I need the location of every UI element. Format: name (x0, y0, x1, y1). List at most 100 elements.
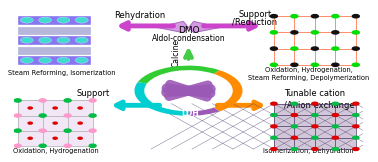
Wedge shape (189, 108, 220, 116)
Ellipse shape (20, 37, 33, 43)
Polygon shape (189, 21, 220, 33)
Circle shape (291, 31, 298, 34)
Circle shape (89, 114, 96, 117)
Circle shape (39, 114, 46, 117)
Text: LDH: LDH (181, 109, 199, 118)
Circle shape (271, 102, 277, 105)
Wedge shape (135, 82, 189, 116)
Circle shape (14, 129, 21, 132)
Circle shape (270, 15, 277, 18)
Circle shape (89, 99, 96, 102)
Text: Aldol-condensation: Aldol-condensation (152, 34, 225, 43)
Circle shape (332, 63, 339, 66)
Circle shape (28, 137, 32, 139)
Circle shape (39, 99, 46, 102)
Text: Support: Support (238, 10, 271, 19)
Circle shape (353, 136, 359, 139)
Circle shape (332, 31, 339, 34)
Circle shape (352, 31, 359, 34)
Circle shape (39, 144, 46, 147)
Circle shape (53, 107, 57, 109)
Text: Steam Reforming, Depolymerization: Steam Reforming, Depolymerization (248, 75, 369, 81)
Circle shape (271, 114, 277, 116)
Bar (18, 47, 91, 55)
Circle shape (64, 129, 71, 132)
Circle shape (53, 137, 57, 139)
Circle shape (312, 125, 318, 128)
Circle shape (271, 148, 277, 150)
Circle shape (89, 144, 96, 147)
Circle shape (78, 122, 82, 124)
Circle shape (332, 114, 338, 116)
Circle shape (311, 47, 318, 50)
Circle shape (332, 15, 339, 18)
Circle shape (353, 114, 359, 116)
Circle shape (28, 107, 32, 109)
Text: Tunable cation: Tunable cation (284, 89, 345, 98)
Ellipse shape (39, 37, 51, 43)
Text: /Reduction: /Reduction (232, 17, 277, 26)
Polygon shape (157, 21, 189, 33)
Ellipse shape (57, 37, 70, 43)
Circle shape (64, 99, 71, 102)
Circle shape (53, 122, 57, 124)
Ellipse shape (20, 57, 33, 63)
Circle shape (312, 136, 318, 139)
Text: Steam Reforming, Isomerization: Steam Reforming, Isomerization (8, 70, 115, 76)
Circle shape (14, 99, 21, 102)
Circle shape (311, 63, 318, 66)
Circle shape (291, 63, 298, 66)
Circle shape (332, 136, 338, 139)
Circle shape (312, 148, 318, 150)
Circle shape (270, 63, 277, 66)
Text: Oxidation, Hydrogenation,: Oxidation, Hydrogenation, (265, 67, 353, 74)
Text: Isomerization, Dehydration: Isomerization, Dehydration (263, 148, 354, 155)
Circle shape (332, 125, 338, 128)
Text: Oxidation, Hydrogenation: Oxidation, Hydrogenation (13, 148, 99, 155)
Ellipse shape (39, 17, 51, 23)
Bar (18, 100, 93, 146)
Circle shape (353, 125, 359, 128)
Bar (18, 27, 91, 35)
Circle shape (39, 129, 46, 132)
Circle shape (14, 114, 21, 117)
Text: DMO: DMO (178, 26, 199, 35)
Ellipse shape (75, 57, 88, 63)
Circle shape (352, 15, 359, 18)
Circle shape (311, 31, 318, 34)
Circle shape (332, 148, 338, 150)
Ellipse shape (75, 37, 88, 43)
Circle shape (352, 47, 359, 50)
Circle shape (291, 125, 297, 128)
Circle shape (270, 31, 277, 34)
Circle shape (291, 136, 297, 139)
Bar (274, 104, 356, 149)
Circle shape (64, 144, 71, 147)
Circle shape (78, 107, 82, 109)
Circle shape (291, 114, 297, 116)
Wedge shape (214, 70, 243, 111)
Text: /Anion exchange: /Anion exchange (284, 101, 355, 110)
Circle shape (64, 114, 71, 117)
Circle shape (271, 125, 277, 128)
Bar (18, 56, 91, 65)
Ellipse shape (39, 57, 51, 63)
Bar (18, 16, 91, 25)
Circle shape (312, 102, 318, 105)
Circle shape (14, 144, 21, 147)
Circle shape (78, 137, 82, 139)
Circle shape (291, 47, 298, 50)
Circle shape (270, 47, 277, 50)
Circle shape (312, 114, 318, 116)
Ellipse shape (57, 17, 70, 23)
Text: Calcine: Calcine (172, 39, 181, 67)
Circle shape (291, 148, 297, 150)
Circle shape (352, 63, 359, 66)
Circle shape (353, 148, 359, 150)
Circle shape (332, 47, 339, 50)
Text: Rehydration: Rehydration (114, 11, 165, 20)
Bar (18, 36, 91, 45)
Circle shape (291, 15, 298, 18)
Ellipse shape (57, 57, 70, 63)
Circle shape (353, 102, 359, 105)
